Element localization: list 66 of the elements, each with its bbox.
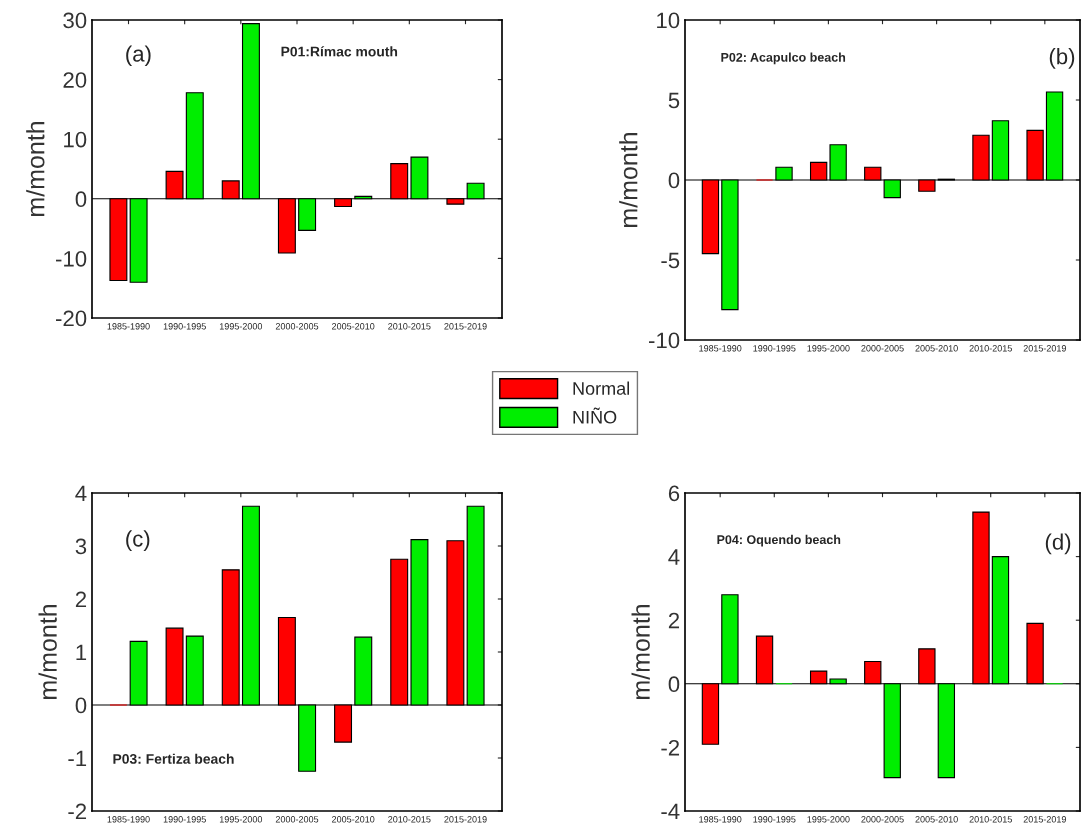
annotation: (c): [126, 530, 150, 552]
x-tick-label: 1985-1990: [699, 345, 742, 352]
y-tick-label: -2: [68, 803, 87, 820]
y-tick-label: 0: [75, 697, 87, 714]
y-tick-label: 0: [668, 172, 680, 189]
x-tick-label: 2010-2015: [969, 345, 1012, 352]
x-tick-label: 1985-1990: [107, 816, 150, 823]
annotation: P01:Rímac mouth: [281, 46, 398, 57]
x-tick-label: 2000-2005: [275, 816, 319, 823]
x-tick-label: 1990-1995: [753, 345, 796, 352]
y-tick-label: 4: [668, 549, 680, 565]
y-axis-title: m/month: [26, 121, 45, 216]
y-tick-label: 3: [75, 538, 87, 555]
x-tick-label: 2000-2005: [861, 816, 904, 823]
x-tick-label: 2015-2019: [1023, 345, 1066, 352]
y-tick-label: 6: [668, 485, 680, 502]
y-tick-label: 20: [63, 72, 87, 88]
x-tick-label: 1985-1990: [699, 816, 742, 823]
x-tick-label: 2010-2015: [388, 816, 431, 823]
x-tick-label: 2005-2010: [332, 816, 375, 823]
x-tick-label: 1995-2000: [807, 816, 850, 823]
y-tick-label: -1: [68, 750, 87, 767]
annotation: (b): [1049, 48, 1075, 69]
y-tick-label: -10: [56, 250, 87, 267]
y-axis-title: m/month: [38, 604, 57, 699]
y-tick-label: 10: [64, 131, 87, 148]
x-tick-label: 2005-2010: [915, 345, 958, 352]
x-tick-label: 1985-1990: [107, 323, 150, 330]
x-tick-label: 2005-2010: [915, 816, 958, 823]
x-tick-label: 1995-2000: [807, 345, 850, 352]
x-tick-label: 2005-2010: [332, 323, 375, 330]
y-tick-label: 5: [668, 92, 680, 109]
y-tick-label: 0: [668, 676, 680, 693]
y-tick-label: 2: [75, 591, 87, 608]
annotation: (d): [1045, 533, 1071, 555]
annotation: P04: Oquendo beach: [717, 534, 841, 547]
annotation: P03: Fertiza beach: [113, 753, 234, 764]
annotation: (a): [126, 45, 151, 67]
x-tick-label: 2015-2019: [1023, 816, 1066, 823]
y-tick-label: 10: [657, 12, 680, 29]
y-tick-label: 4: [75, 485, 87, 502]
x-tick-label: 2000-2005: [275, 323, 319, 330]
y-tick-label: 30: [63, 12, 87, 29]
x-tick-label: 2010-2015: [969, 816, 1012, 823]
legend-label: NIÑO: [573, 407, 617, 424]
x-tick-label: 1990-1995: [163, 323, 206, 330]
x-tick-label: 2015-2019: [444, 323, 487, 330]
x-tick-label: 2000-2005: [861, 345, 904, 352]
legend-label: Normal: [573, 381, 629, 395]
x-tick-label: 1990-1995: [753, 816, 796, 823]
y-axis-title: m/month: [619, 132, 638, 227]
annotation: P02: Acapulco beach: [721, 52, 846, 65]
x-tick-label: 1995-2000: [219, 816, 263, 823]
x-tick-label: 1990-1995: [163, 816, 206, 823]
y-tick-label: 0: [75, 191, 87, 208]
y-tick-label: 1: [76, 644, 87, 661]
y-tick-label: -5: [661, 252, 680, 269]
x-tick-label: 1995-2000: [219, 323, 263, 330]
y-tick-label: -10: [649, 332, 680, 349]
x-tick-label: 2010-2015: [388, 323, 431, 330]
x-tick-label: 2015-2019: [444, 816, 487, 823]
y-tick-label: 2: [668, 612, 680, 629]
y-tick-label: -20: [56, 310, 87, 327]
y-axis-title: m/month: [631, 604, 650, 699]
y-tick-label: -4: [661, 803, 680, 820]
y-tick-label: -2: [661, 739, 680, 756]
